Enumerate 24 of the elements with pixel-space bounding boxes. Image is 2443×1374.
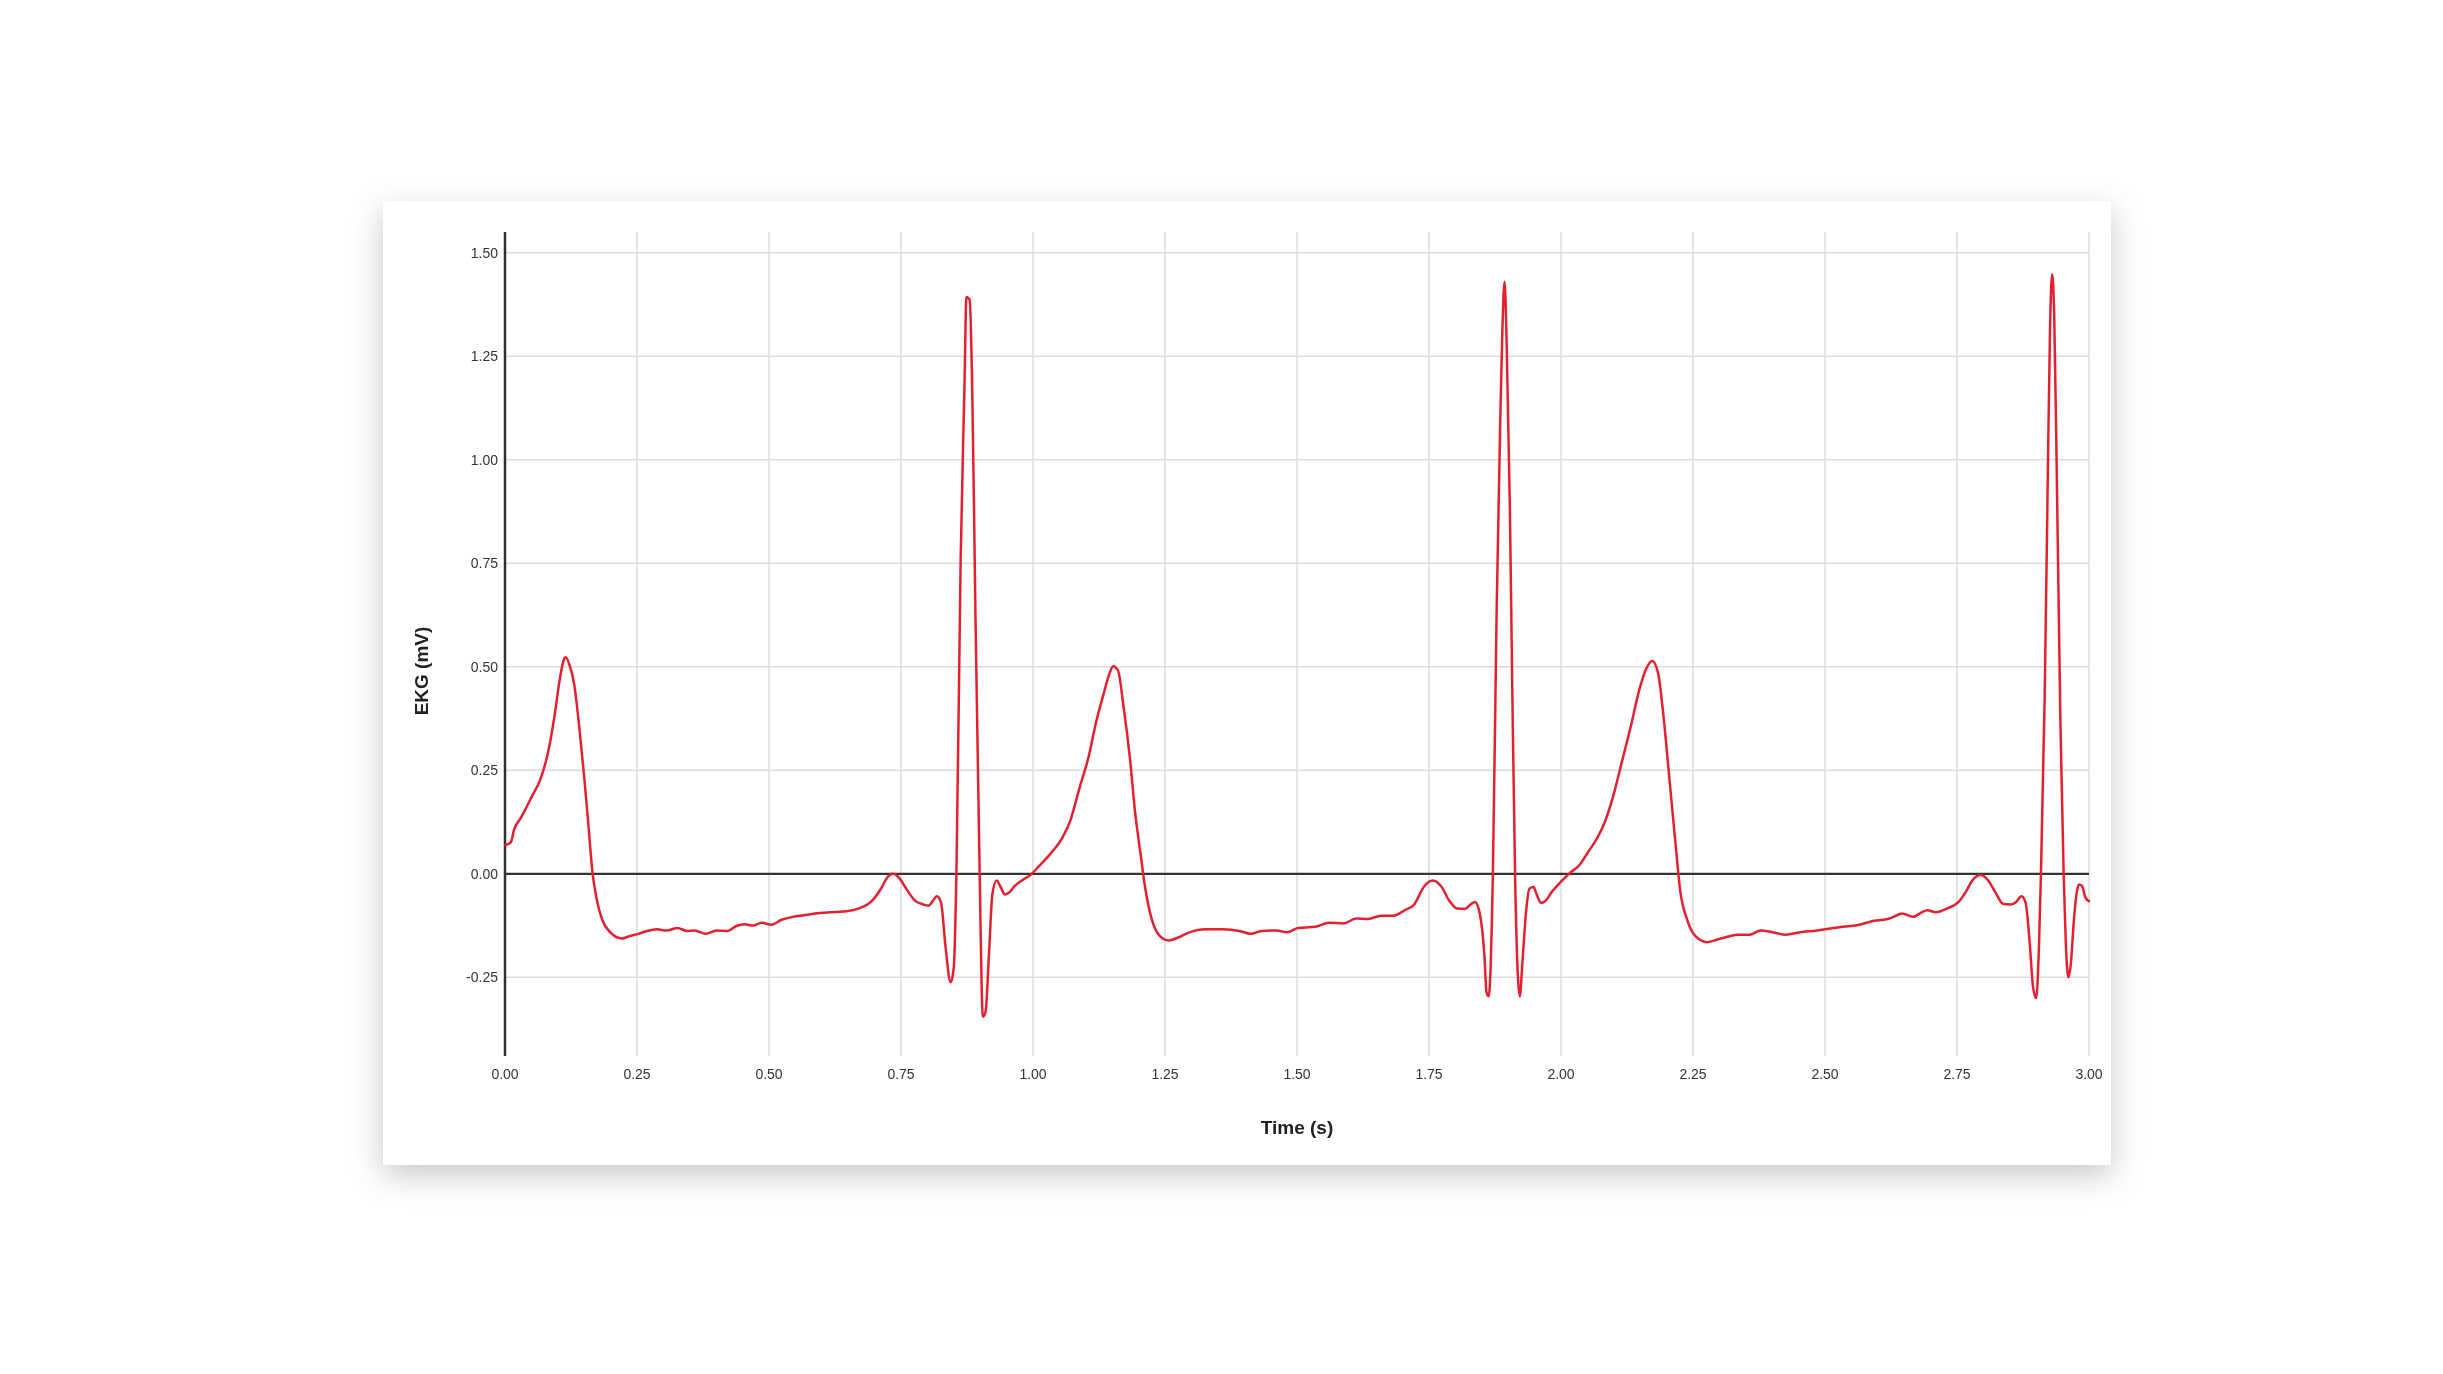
x-tick-label: 2.25 bbox=[1679, 1066, 1707, 1082]
y-axis-title: EKG (mV) bbox=[410, 626, 432, 716]
x-tick-label: 0.75 bbox=[887, 1066, 915, 1082]
y-tick-label: -0.25 bbox=[466, 969, 499, 986]
x-tick-label: 2.50 bbox=[1811, 1066, 1839, 1082]
x-tick-label: 1.25 bbox=[1151, 1066, 1179, 1082]
x-tick-label: 0.25 bbox=[623, 1066, 651, 1082]
x-tick-label: 3.00 bbox=[2075, 1066, 2103, 1082]
x-tick-label: 2.00 bbox=[1547, 1066, 1575, 1082]
y-tick-label: 1.00 bbox=[470, 451, 499, 468]
x-tick-label: 0.50 bbox=[755, 1066, 783, 1082]
x-axis-title: Time (s) bbox=[1260, 1116, 1334, 1138]
x-tick-label: 2.75 bbox=[1943, 1066, 1971, 1082]
x-tick-label: 1.50 bbox=[1283, 1066, 1311, 1082]
y-tick-label: 1.25 bbox=[470, 348, 499, 365]
y-tick-label: 1.50 bbox=[470, 244, 499, 261]
x-tick-label: 0.00 bbox=[491, 1066, 519, 1082]
y-tick-label: 0.00 bbox=[470, 865, 499, 882]
y-tick-label: 0.25 bbox=[470, 762, 499, 779]
line-series bbox=[503, 272, 2091, 1018]
x-tick-label: 1.75 bbox=[1415, 1066, 1443, 1082]
x-tick-label: 1.00 bbox=[1019, 1066, 1047, 1082]
y-tick-label: 0.50 bbox=[470, 658, 499, 675]
y-tick-label: 0.75 bbox=[470, 555, 499, 572]
